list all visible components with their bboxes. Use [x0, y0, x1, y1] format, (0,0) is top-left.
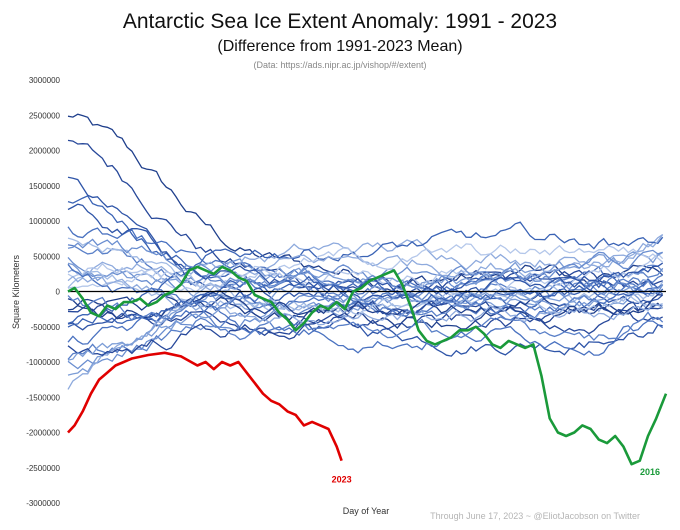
data-source-note: (Data: https://ads.nipr.ac.jp/vishop/#/e… [253, 60, 427, 70]
year-line [67, 281, 664, 370]
x-axis-label: Day of Year [343, 506, 390, 516]
year-line [67, 237, 664, 316]
chart-title: Antarctic Sea Ice Extent Anomaly: 1991 -… [122, 10, 558, 33]
year-line [67, 263, 664, 356]
year-line [67, 139, 663, 292]
y-tick-label: -500000 [31, 323, 61, 332]
year-line [67, 308, 663, 357]
y-tick-label: 2000000 [29, 147, 61, 156]
y-tick-label: 3000000 [29, 76, 61, 85]
y-tick-label: 1500000 [29, 182, 61, 191]
highlight-year-lines: 2023 2016 [67, 265, 668, 485]
background-year-lines [67, 113, 664, 390]
year-line [67, 278, 664, 361]
series-label-2023: 2023 [332, 475, 352, 485]
y-tick-label: 500000 [33, 252, 60, 261]
year-line [67, 295, 664, 342]
year-line [67, 238, 663, 291]
year-line [67, 243, 664, 288]
y-tick-label: 0 [56, 288, 61, 297]
series-line-2023 [67, 351, 343, 462]
y-tick-label: -2500000 [26, 464, 60, 473]
year-line [67, 275, 663, 326]
y-tick-label: -1500000 [26, 393, 60, 402]
y-tick-label: -1000000 [26, 358, 60, 367]
series-label-2016: 2016 [640, 467, 660, 477]
year-line [67, 244, 664, 309]
y-axis-ticks: 3000000 2500000 2000000 1500000 1000000 50000… [26, 76, 60, 508]
y-axis-label: Square Kilometers [11, 254, 21, 329]
year-line [67, 221, 664, 328]
chart-subtitle: (Difference from 1991-2023 Mean) [217, 38, 463, 55]
y-tick-label: 1000000 [29, 217, 61, 226]
footer-credit: Through June 17, 2023 ~ @EliotJacobson o… [430, 511, 640, 521]
y-tick-label: -3000000 [26, 499, 60, 508]
series-line-2016 [67, 265, 668, 466]
y-tick-label: 2500000 [29, 111, 61, 120]
year-line [67, 176, 663, 357]
y-tick-label: -2000000 [26, 429, 60, 438]
